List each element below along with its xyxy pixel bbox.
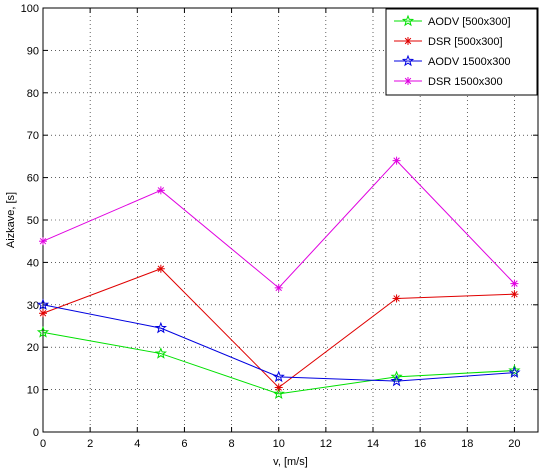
data-point bbox=[272, 387, 285, 400]
data-point bbox=[36, 325, 50, 338]
asterisk-stroke bbox=[157, 265, 165, 272]
legend-item: AODV [500x300] bbox=[394, 14, 511, 28]
data-point bbox=[510, 290, 519, 299]
asterisk-stroke bbox=[275, 284, 282, 292]
legend-label: AODV [500x300] bbox=[428, 16, 511, 28]
x-tick-label: 6 bbox=[181, 438, 187, 450]
x-tick-label: 2 bbox=[87, 438, 93, 450]
y-tick-label: 50 bbox=[27, 215, 39, 227]
data-point bbox=[390, 370, 403, 383]
series-1 bbox=[36, 325, 521, 400]
data-point bbox=[508, 364, 521, 376]
legend-item: DSR 1500x300 bbox=[394, 76, 503, 88]
legend-label: DSR [500x300] bbox=[428, 36, 503, 48]
series-2 bbox=[39, 264, 519, 392]
y-tick-label: 80 bbox=[27, 88, 39, 100]
data-point bbox=[390, 374, 403, 387]
legend-marker bbox=[401, 14, 415, 27]
data-point bbox=[274, 283, 283, 292]
legend-item: AODV 1500x300 bbox=[394, 54, 511, 68]
legend-item: DSR [500x300] bbox=[394, 36, 503, 48]
series-3 bbox=[36, 298, 521, 387]
x-axis-label: v, [m/s] bbox=[273, 456, 308, 468]
asterisk-stroke bbox=[404, 77, 412, 85]
data-point bbox=[392, 156, 401, 165]
x-tick-label: 12 bbox=[320, 438, 332, 450]
data-point bbox=[154, 321, 167, 334]
y-tick-label: 90 bbox=[27, 45, 39, 57]
data-point bbox=[392, 294, 401, 303]
asterisk-stroke bbox=[393, 157, 400, 164]
legend-marker bbox=[404, 37, 412, 45]
legend-label: AODV 1500x300 bbox=[428, 56, 511, 68]
x-tick-label: 16 bbox=[414, 438, 426, 450]
x-tick-label: 8 bbox=[229, 438, 235, 450]
series-group bbox=[36, 156, 521, 400]
asterisk-stroke bbox=[275, 384, 282, 391]
data-point bbox=[274, 383, 283, 392]
data-point bbox=[36, 298, 50, 311]
legend-marker bbox=[404, 77, 412, 85]
asterisk-stroke bbox=[511, 280, 518, 287]
series-4 bbox=[39, 156, 519, 292]
y-tick-label: 30 bbox=[27, 300, 39, 312]
y-tick-label: 40 bbox=[27, 257, 39, 269]
y-tick-label: 0 bbox=[33, 427, 39, 439]
legend: AODV [500x300] DSR [500x300] AODV 1500x300… bbox=[385, 8, 538, 96]
x-tick-label: 14 bbox=[367, 438, 379, 450]
x-tick-label: 10 bbox=[273, 438, 285, 450]
asterisk-stroke bbox=[39, 237, 47, 245]
y-tick-label: 60 bbox=[27, 173, 39, 185]
legend-marker bbox=[401, 54, 415, 67]
y-tick-label: 70 bbox=[27, 130, 39, 142]
x-tick-label: 0 bbox=[40, 438, 46, 450]
series-line bbox=[42, 304, 515, 382]
y-tick-label: 100 bbox=[21, 3, 39, 15]
x-tick-label: 18 bbox=[461, 438, 473, 450]
series-line bbox=[42, 331, 515, 395]
data-point bbox=[154, 347, 167, 359]
y-axis-label: Aizkave, [s] bbox=[5, 192, 17, 248]
data-point bbox=[39, 309, 47, 318]
data-point bbox=[39, 237, 47, 246]
data-point bbox=[156, 264, 165, 273]
data-point bbox=[156, 186, 165, 195]
legend-label: DSR 1500x300 bbox=[428, 76, 503, 88]
data-point bbox=[510, 279, 519, 288]
asterisk-stroke bbox=[404, 37, 412, 45]
asterisk-stroke bbox=[511, 290, 518, 298]
asterisk-stroke bbox=[393, 295, 400, 302]
x-tick-label: 20 bbox=[508, 438, 520, 450]
x-tick-label: 4 bbox=[134, 438, 140, 450]
data-point bbox=[272, 370, 285, 383]
y-tick-label: 10 bbox=[27, 385, 39, 397]
data-point bbox=[508, 366, 521, 378]
y-tick-label: 20 bbox=[27, 342, 39, 354]
axes: 0 2 4 6 8 10 12 14 16 18 20 0 10 20 30 40 50 60 70 80 90 100 bbox=[21, 3, 539, 450]
asterisk-stroke bbox=[157, 187, 165, 194]
asterisk-stroke bbox=[39, 310, 47, 317]
